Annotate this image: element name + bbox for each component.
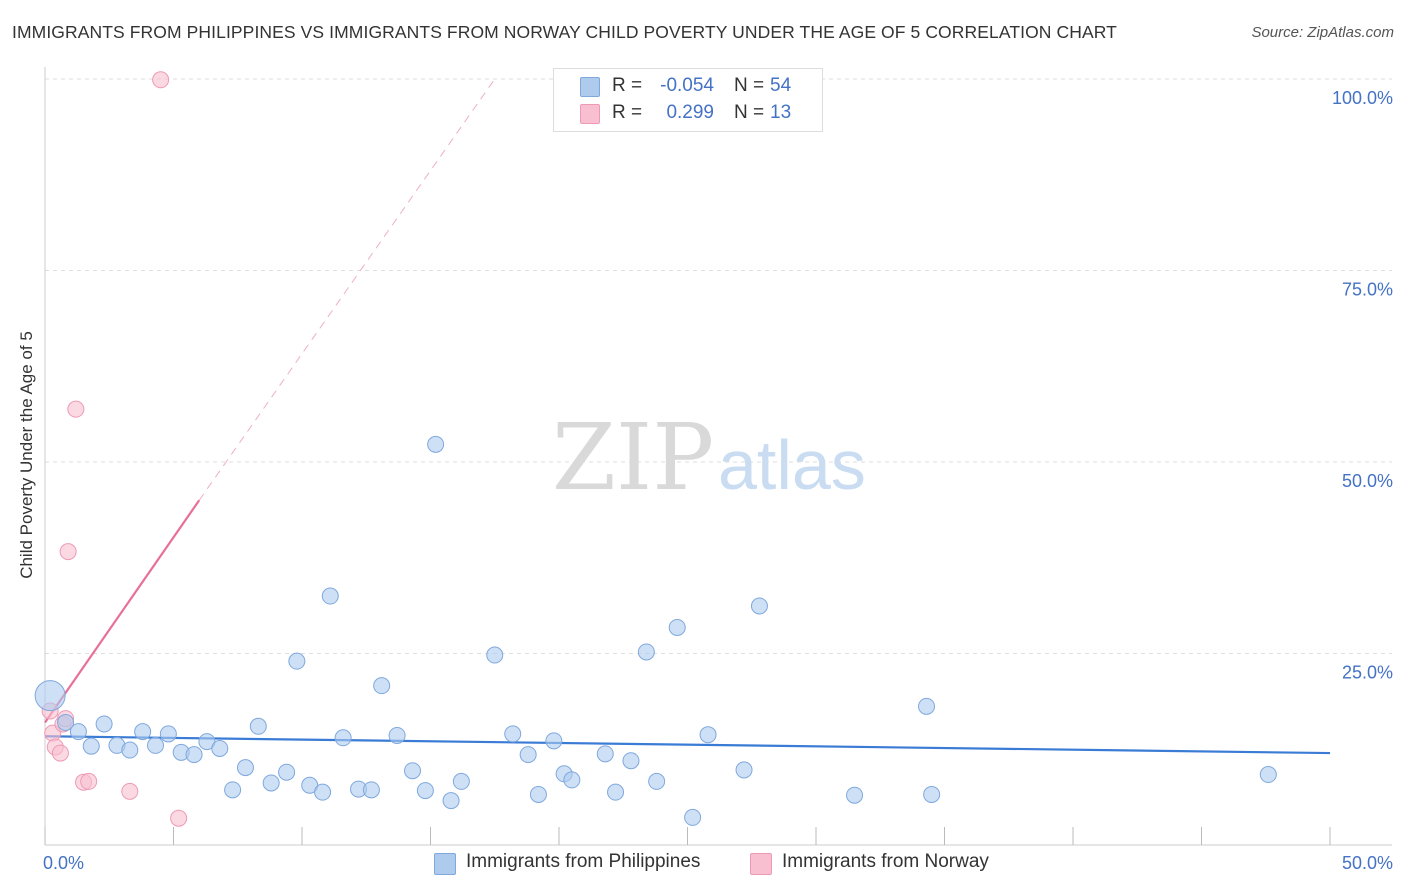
legend-label-norway: Immigrants from Norway (782, 851, 989, 872)
y-tick-label: 100.0% (1332, 88, 1393, 108)
trend-line-norway-extended (198, 78, 496, 501)
data-point-philippines (224, 781, 242, 799)
legend-swatch-philippines (580, 77, 600, 97)
chart-title: IMMIGRANTS FROM PHILIPPINES VS IMMIGRANT… (12, 22, 1117, 42)
data-point-philippines (334, 729, 352, 747)
watermark-atlas: atlas (718, 426, 866, 504)
data-point-philippines (278, 763, 296, 781)
data-point-philippines (288, 652, 306, 670)
data-point-philippines (82, 737, 100, 755)
data-point-philippines (121, 741, 139, 759)
x-tick-label: 0.0% (43, 853, 84, 873)
data-point-norway (121, 782, 139, 800)
data-point-norway (80, 772, 98, 790)
data-point-philippines (735, 761, 753, 779)
data-point-philippines (314, 783, 332, 801)
y-tick-label: 25.0% (1342, 663, 1393, 683)
legend-n-label: N = (734, 75, 765, 96)
legend-n-value: 54 (770, 75, 792, 96)
data-point-philippines (648, 772, 666, 790)
legend-swatch-norway (580, 104, 600, 124)
data-point-philippines (699, 726, 717, 744)
data-point-philippines (923, 785, 941, 803)
data-point-philippines (34, 680, 66, 712)
legend-r-value: -0.054 (660, 75, 714, 96)
data-point-norway (152, 71, 170, 89)
data-point-philippines (442, 792, 460, 810)
legend-swatch-philippines (434, 853, 456, 875)
y-tick-label: 75.0% (1342, 280, 1393, 300)
data-point-philippines (211, 739, 229, 757)
data-point-philippines (404, 762, 422, 780)
data-point-philippines (668, 618, 686, 636)
data-point-philippines (452, 772, 470, 790)
data-point-philippines (249, 717, 267, 735)
legend-n-label: N = (734, 102, 765, 123)
gridlines (45, 78, 1392, 654)
data-point-philippines (519, 746, 537, 764)
legend-n-value: 13 (770, 102, 792, 123)
data-point-philippines (416, 782, 434, 800)
y-tick-label: 50.0% (1342, 471, 1393, 491)
data-point-philippines (185, 746, 203, 764)
correlation-legend: R = -0.054 N = 54 R = 0.299 N = 13 (553, 68, 823, 132)
points-philippines (34, 435, 1277, 826)
legend-r-value: 0.299 (666, 102, 714, 123)
data-point-philippines (362, 781, 380, 799)
data-point-philippines (159, 725, 177, 743)
legend-label-philippines: Immigrants from Philippines (466, 851, 701, 872)
data-point-philippines (486, 646, 504, 664)
legend-r-label: R = (612, 75, 643, 96)
data-point-philippines (750, 597, 768, 615)
trend-line-norway (44, 499, 201, 724)
tick-labels: 100.0% 75.0% 50.0% 25.0% 0.0% 50.0% (43, 88, 1393, 873)
data-point-philippines (236, 759, 254, 777)
data-point-norway (170, 809, 188, 827)
data-point-philippines (622, 752, 640, 770)
data-point-philippines (684, 808, 702, 826)
data-point-philippines (95, 715, 113, 733)
legend-r-label: R = (612, 102, 643, 123)
trend-line-philippines (44, 735, 1331, 755)
watermark-zip: ZIP (552, 404, 714, 511)
data-point-philippines (918, 697, 936, 715)
series-legend: Immigrants from Philippines Immigrants f… (0, 851, 1406, 877)
data-point-philippines (596, 745, 614, 763)
data-point-philippines (607, 783, 625, 801)
data-point-philippines (545, 732, 563, 750)
source-label: Source: ZipAtlas.com (1251, 24, 1394, 41)
data-point-philippines (134, 723, 152, 741)
data-point-philippines (563, 771, 581, 789)
data-point-philippines (373, 677, 391, 695)
data-point-philippines (637, 643, 655, 661)
data-point-philippines (262, 774, 280, 792)
data-point-philippines (147, 736, 165, 754)
data-point-norway (59, 543, 77, 561)
data-point-philippines (529, 785, 547, 803)
data-point-philippines (504, 725, 522, 743)
data-point-philippines (321, 587, 339, 605)
trend-lines (44, 78, 1331, 755)
data-point-philippines (388, 726, 406, 744)
points-norway (41, 71, 188, 827)
data-point-philippines (427, 435, 445, 453)
watermark: ZIP atlas (552, 404, 866, 511)
x-tick-label: 50.0% (1342, 853, 1393, 873)
legend-swatch-norway (750, 853, 772, 875)
data-point-philippines (846, 786, 864, 804)
data-point-norway (67, 400, 85, 418)
data-point-philippines (69, 723, 87, 741)
data-point-philippines (57, 713, 75, 731)
data-point-philippines (1259, 766, 1277, 784)
data-point-norway (51, 744, 69, 762)
